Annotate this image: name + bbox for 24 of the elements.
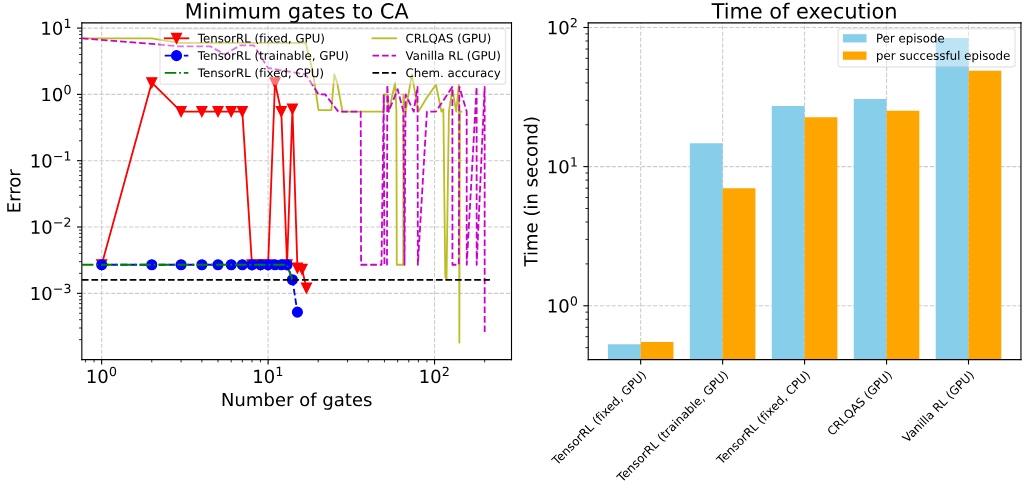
- legend-label: CRLQAS (GPU): [406, 33, 491, 44]
- y-tick-label: 10$^{−1}$: [31, 151, 71, 168]
- y-tick-label: 10$^{0}$: [548, 296, 578, 313]
- y-axis-title: Error: [7, 169, 21, 212]
- x-tick-label: 10$^{0}$: [87, 366, 117, 384]
- y-tick-label: 10$^{−3}$: [31, 283, 71, 301]
- chart-title: Time of execution: [711, 2, 896, 19]
- legend-label: TensorRL (fixed, CPU): [197, 68, 323, 79]
- legend-label: Chem. accuracy: [406, 68, 501, 80]
- y-tick-label: 10$^{0}$: [42, 84, 71, 102]
- chart-title: Minimum gates to CA: [186, 2, 409, 23]
- y-axis-title: Time (in second): [523, 117, 540, 267]
- x-tick-label: 10$^{1}$: [254, 366, 283, 384]
- y-tick-label: 10$^{−2}$: [31, 217, 71, 234]
- legend-label: Per episode: [877, 33, 945, 45]
- legend-label: TensorRL (trainable, GPU): [197, 50, 348, 62]
- y-tick-label: 10$^{1}$: [548, 157, 577, 174]
- y-tick-label: 10$^{1}$: [42, 18, 71, 36]
- x-tick-label: 10$^{2}$: [420, 366, 449, 384]
- legend-label: per successful episode: [877, 50, 1010, 63]
- x-axis-title: Number of gates: [222, 392, 372, 410]
- legend-label: TensorRL (fixed, GPU): [197, 33, 324, 44]
- legend-label: Vanilla RL (GPU): [405, 50, 500, 62]
- y-tick-label: 10$^{2}$: [548, 17, 577, 35]
